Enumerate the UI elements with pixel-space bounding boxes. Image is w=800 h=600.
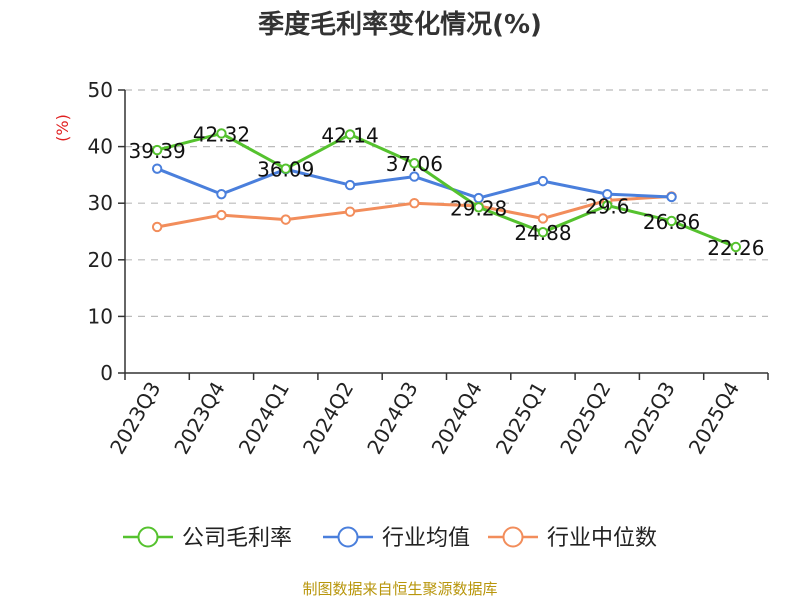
data-point — [344, 179, 356, 191]
legend: 公司毛利率 行业均值 行业中位数 — [123, 526, 657, 551]
data-point — [280, 214, 291, 225]
y-tick-label: 30 — [88, 191, 113, 215]
data-point — [280, 163, 291, 174]
data-point — [730, 241, 742, 253]
data-point — [473, 202, 484, 213]
data-label: 29.6 — [585, 194, 630, 218]
data-label: 26.86 — [643, 210, 700, 234]
data-point — [344, 129, 356, 140]
data-label: 39.39 — [129, 139, 186, 163]
x-tick-label: 2025Q4 — [684, 378, 744, 459]
data-point — [216, 209, 227, 221]
data-point — [537, 226, 549, 238]
legend-label: 公司毛利率 — [182, 526, 292, 551]
x-tick-label: 2025Q1 — [491, 378, 551, 459]
data-point — [344, 206, 356, 217]
data-point — [409, 198, 420, 209]
legend-label: 行业中位数 — [547, 526, 657, 551]
data-point — [602, 188, 613, 200]
data-label: 29.28 — [450, 196, 507, 220]
data-point — [216, 188, 227, 200]
data-point — [602, 200, 613, 211]
y-tick-label: 50 — [88, 78, 113, 102]
x-tick-label: 2024Q2 — [298, 378, 358, 459]
x-tick-label: 2025Q3 — [619, 378, 679, 459]
series-line — [156, 131, 737, 249]
data-point — [151, 221, 163, 233]
data-label: 24.88 — [514, 221, 571, 245]
y-tick-label: 20 — [88, 248, 113, 272]
x-tick-label: 2024Q3 — [362, 378, 422, 459]
data-point — [151, 163, 163, 174]
data-label: 37.06 — [386, 152, 443, 176]
legend-label: 行业均值 — [382, 526, 470, 551]
x-tick-label: 2024Q1 — [234, 378, 294, 459]
data-point — [537, 175, 549, 187]
data-point — [537, 213, 549, 224]
y-tick-label: 0 — [100, 361, 113, 385]
data-point — [216, 128, 227, 139]
grid-lines — [125, 89, 768, 317]
x-tick-label: 2025Q2 — [555, 378, 615, 459]
data-label: 22.26 — [707, 236, 764, 260]
legend-marker — [137, 526, 159, 548]
data-point — [666, 215, 677, 227]
source-note: 制图数据来自恒生聚源数据库 — [302, 580, 498, 598]
x-tick-label: 2024Q4 — [427, 378, 487, 459]
data-label: 42.32 — [193, 122, 250, 146]
y-tick-label: 40 — [88, 135, 113, 159]
data-point — [409, 158, 420, 169]
data-label: 36.09 — [257, 158, 314, 182]
y-axis-unit-label: (%) — [53, 114, 72, 142]
chart-title: 季度毛利率变化情况(%) — [258, 10, 542, 40]
data-point — [151, 144, 163, 156]
y-tick-label: 10 — [88, 304, 113, 328]
data-label: 42.14 — [321, 123, 378, 147]
x-tick-label: 2023Q4 — [169, 378, 229, 459]
x-tick-label: 2023Q3 — [105, 378, 165, 459]
data-labels: 39.39 42.32 36.09 42.14 37.06 29.28 24.88 29.6 2… — [129, 122, 765, 260]
legend-marker — [337, 526, 359, 548]
data-point — [409, 171, 420, 182]
legend-marker — [502, 526, 524, 548]
series-lines — [151, 128, 742, 253]
data-point — [666, 191, 677, 203]
